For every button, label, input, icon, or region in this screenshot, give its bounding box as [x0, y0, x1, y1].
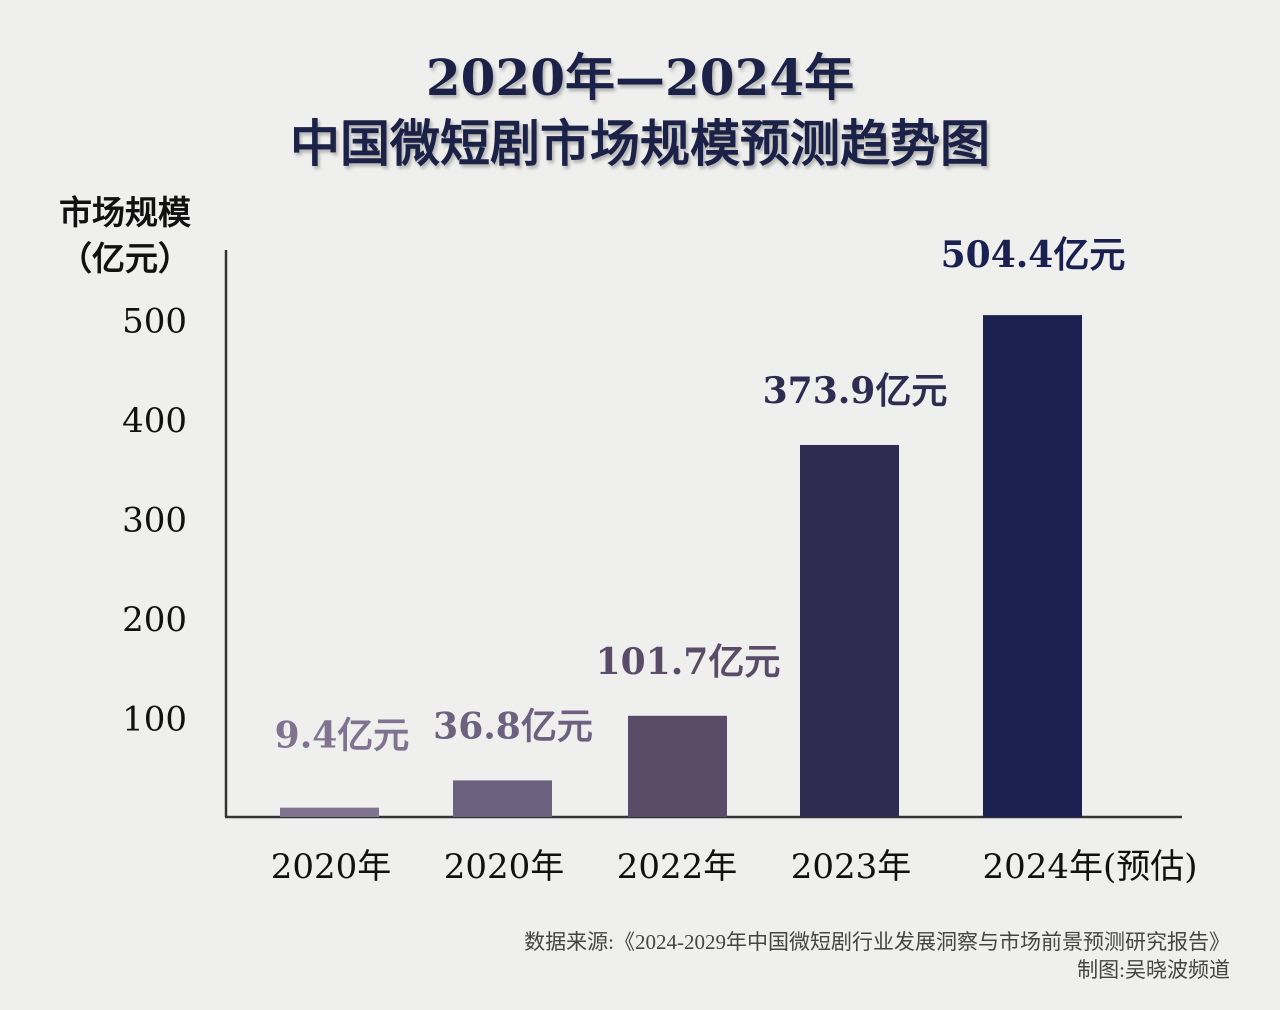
bar [800, 444, 899, 817]
bar [453, 780, 552, 817]
y-tick-label: 300 [122, 501, 187, 541]
x-tick-label: 2024年(预估) [982, 847, 1197, 887]
x-tick-label: 2020年 [444, 847, 565, 887]
credit-note: 制图:吴晓波频道 [1077, 958, 1230, 982]
y-tick-label: 200 [122, 600, 187, 640]
x-tick-label: 2022年 [617, 847, 738, 887]
bar [983, 315, 1082, 817]
y-tick-label: 100 [122, 700, 187, 740]
x-tick-label: 2023年 [791, 847, 912, 887]
data-label: 36.8亿元 [433, 705, 593, 747]
data-label: 504.4亿元 [941, 234, 1126, 276]
source-note: 数据来源:《2024-2029年中国微短剧行业发展洞察与市场前景预测研究报告》 [524, 930, 1230, 954]
bar [628, 715, 727, 817]
data-label: 9.4亿元 [275, 715, 410, 757]
y-axis-label: 市场规模 [59, 193, 191, 232]
y-tick-label: 500 [122, 302, 187, 342]
y-axis-unit: （亿元） [59, 239, 191, 278]
data-label: 373.9亿元 [763, 370, 948, 412]
chart-subtitle: 中国微短剧市场规模预测趋势图 [290, 114, 990, 173]
bar [280, 807, 379, 817]
data-label: 101.7亿元 [596, 641, 781, 683]
y-tick-label: 400 [122, 401, 187, 441]
x-tick-label: 2020年 [271, 847, 392, 887]
chart-title: 2020年—2024年 [425, 48, 855, 107]
